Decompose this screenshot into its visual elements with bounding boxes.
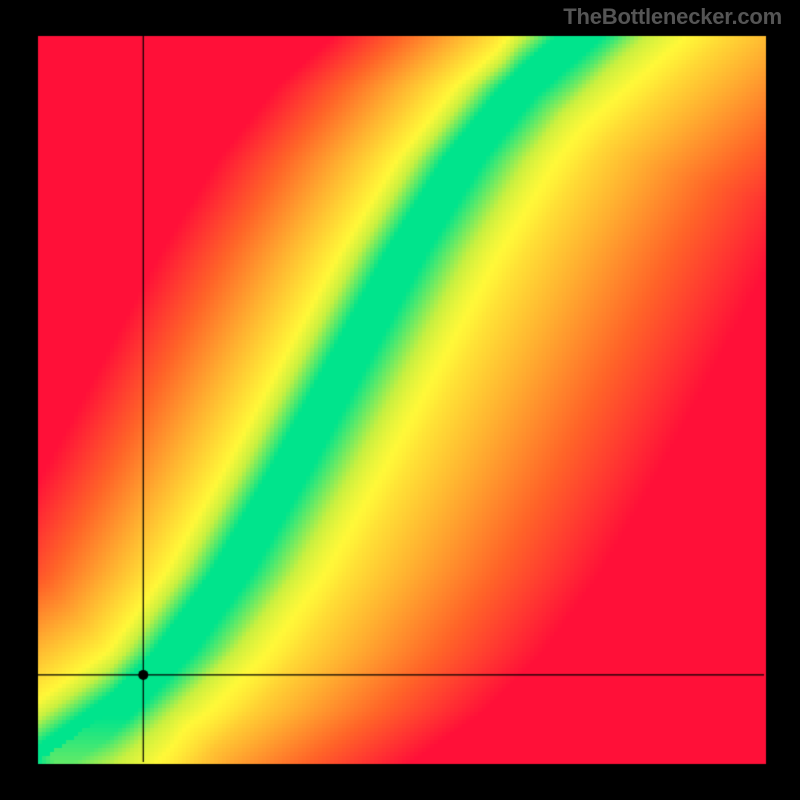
attribution-text: TheBottlenecker.com: [563, 4, 782, 30]
bottleneck-heatmap: [0, 0, 800, 800]
